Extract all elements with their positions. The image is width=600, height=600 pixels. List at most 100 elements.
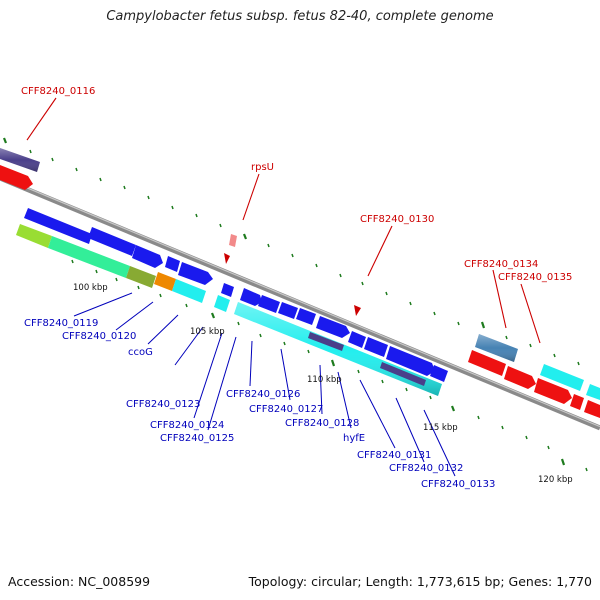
gene-label: CFF8240_0132 <box>389 463 463 474</box>
minor-tick <box>71 259 74 264</box>
minor-tick <box>95 269 98 274</box>
gene-label: CFF8240_0116 <box>21 86 95 97</box>
inner-tick-track <box>71 259 588 472</box>
cds-blue-5 <box>178 262 213 285</box>
gene-label: CFF8240_0126 <box>226 389 300 400</box>
cds-olive <box>126 266 156 288</box>
cds-blue-14 <box>386 346 435 376</box>
leader-cff8240-0132 <box>395 397 425 463</box>
gene-label: CFF8240_0133 <box>421 479 495 490</box>
major-tick <box>242 233 248 240</box>
minor-tick <box>501 425 504 430</box>
leader-cff8240-0116 <box>26 97 57 141</box>
leader-cff8240-0125 <box>207 336 237 431</box>
minor-tick <box>477 415 480 420</box>
minor-tick <box>585 467 588 472</box>
minor-tick <box>185 303 188 308</box>
scale-label: 115 kbp <box>423 423 458 433</box>
minor-tick <box>315 263 318 268</box>
minor-tick <box>307 349 310 354</box>
minor-tick <box>553 353 556 358</box>
cds-red-r4 <box>570 394 584 410</box>
major-tick <box>560 458 566 466</box>
gene-label: CFF8240_0131 <box>357 450 431 461</box>
cds-blue-12 <box>348 331 366 348</box>
red-gene-labels: CFF8240_0116 rpsU CFF8240_0130 CFF8240_0… <box>21 86 572 283</box>
minor-tick <box>137 285 140 290</box>
minor-tick <box>195 213 198 218</box>
minor-tick <box>123 185 126 190</box>
leader-rpsu <box>242 173 260 221</box>
cds-red-r1 <box>468 350 506 376</box>
gene-label: hyfE <box>343 433 365 444</box>
cds-cyan-1 <box>172 279 206 303</box>
minor-tick <box>457 321 460 326</box>
cds-red-r3 <box>534 378 572 404</box>
minor-tick <box>385 291 388 296</box>
inner-track-row-4 <box>234 302 442 396</box>
gene-label: CFF8240_0120 <box>62 331 136 342</box>
major-tick <box>330 359 336 367</box>
minor-tick <box>529 343 532 348</box>
minor-tick <box>409 301 412 306</box>
leader-cff8240-0124 <box>193 332 223 419</box>
leader-ccog <box>147 314 179 345</box>
map-title: Campylobacter fetus subsp. fetus 82-40, … <box>106 9 494 24</box>
outer-tick-track <box>2 137 580 366</box>
cds-blue-7 <box>240 288 262 306</box>
minor-tick <box>159 293 162 298</box>
minor-tick <box>381 379 384 384</box>
cds-lime <box>16 224 52 248</box>
minor-tick <box>283 341 286 346</box>
cds-shade <box>0 148 40 172</box>
red-callouts <box>26 97 541 344</box>
minor-tick <box>547 445 550 450</box>
gene-label: CFF8240_0125 <box>160 433 234 444</box>
gene-label: CFF8240_0134 <box>464 259 538 270</box>
leader-hyfe <box>337 371 352 429</box>
leader-cff8240-0131 <box>359 379 396 449</box>
cds-blue-1 <box>24 208 92 244</box>
forward-strand-features <box>0 148 518 362</box>
cds-cyan-r1 <box>540 364 584 391</box>
cds-red-r5 <box>584 400 600 418</box>
leader-cff8240-0126 <box>249 340 253 387</box>
gene-label: rpsU <box>251 162 274 173</box>
minor-tick <box>357 369 360 374</box>
accession-text: Accession: NC_008599 <box>8 574 151 589</box>
leader-cff8240-0135 <box>520 283 541 344</box>
minor-tick <box>525 435 528 440</box>
leader-cff8240-0128 <box>319 364 323 415</box>
minor-tick <box>433 311 436 316</box>
minor-tick <box>99 177 102 182</box>
cds-green <box>48 236 130 278</box>
major-tick <box>2 137 8 144</box>
leader-cff8240-0133 <box>423 409 456 477</box>
cds-blue-9 <box>278 302 298 319</box>
gene-label: CFF8240_0135 <box>498 272 572 283</box>
gene-label: CFF8240_0123 <box>126 399 200 410</box>
cds-blue-8 <box>258 295 280 313</box>
blue-callouts <box>73 292 456 477</box>
cds-blue-3 <box>132 245 163 268</box>
gene-label: CFF8240_0124 <box>150 420 224 431</box>
minor-tick <box>505 335 508 340</box>
scale-label: 100 kbp <box>73 283 108 293</box>
minor-tick <box>147 195 150 200</box>
cds-blue-6 <box>221 283 234 297</box>
scale-labels: 100 kbp 105 kbp 110 kbp 115 kbp 120 kbp <box>73 283 573 485</box>
cds-blue-4 <box>165 256 180 272</box>
gene-label: CFF8240_0119 <box>24 318 98 329</box>
leader-cff8240-0123 <box>174 326 204 366</box>
leader-cff8240-0130 <box>367 225 393 277</box>
minor-tick <box>267 243 270 248</box>
cds-blue-15 <box>430 365 448 382</box>
inner-track-row-2 <box>16 224 230 312</box>
cds-red-left <box>0 165 33 190</box>
cds-blue-13 <box>364 337 388 357</box>
cff8240-0130-marker-icon <box>354 305 361 316</box>
minor-tick <box>429 395 432 400</box>
minor-tick <box>115 277 118 282</box>
cds-shade <box>475 334 518 362</box>
